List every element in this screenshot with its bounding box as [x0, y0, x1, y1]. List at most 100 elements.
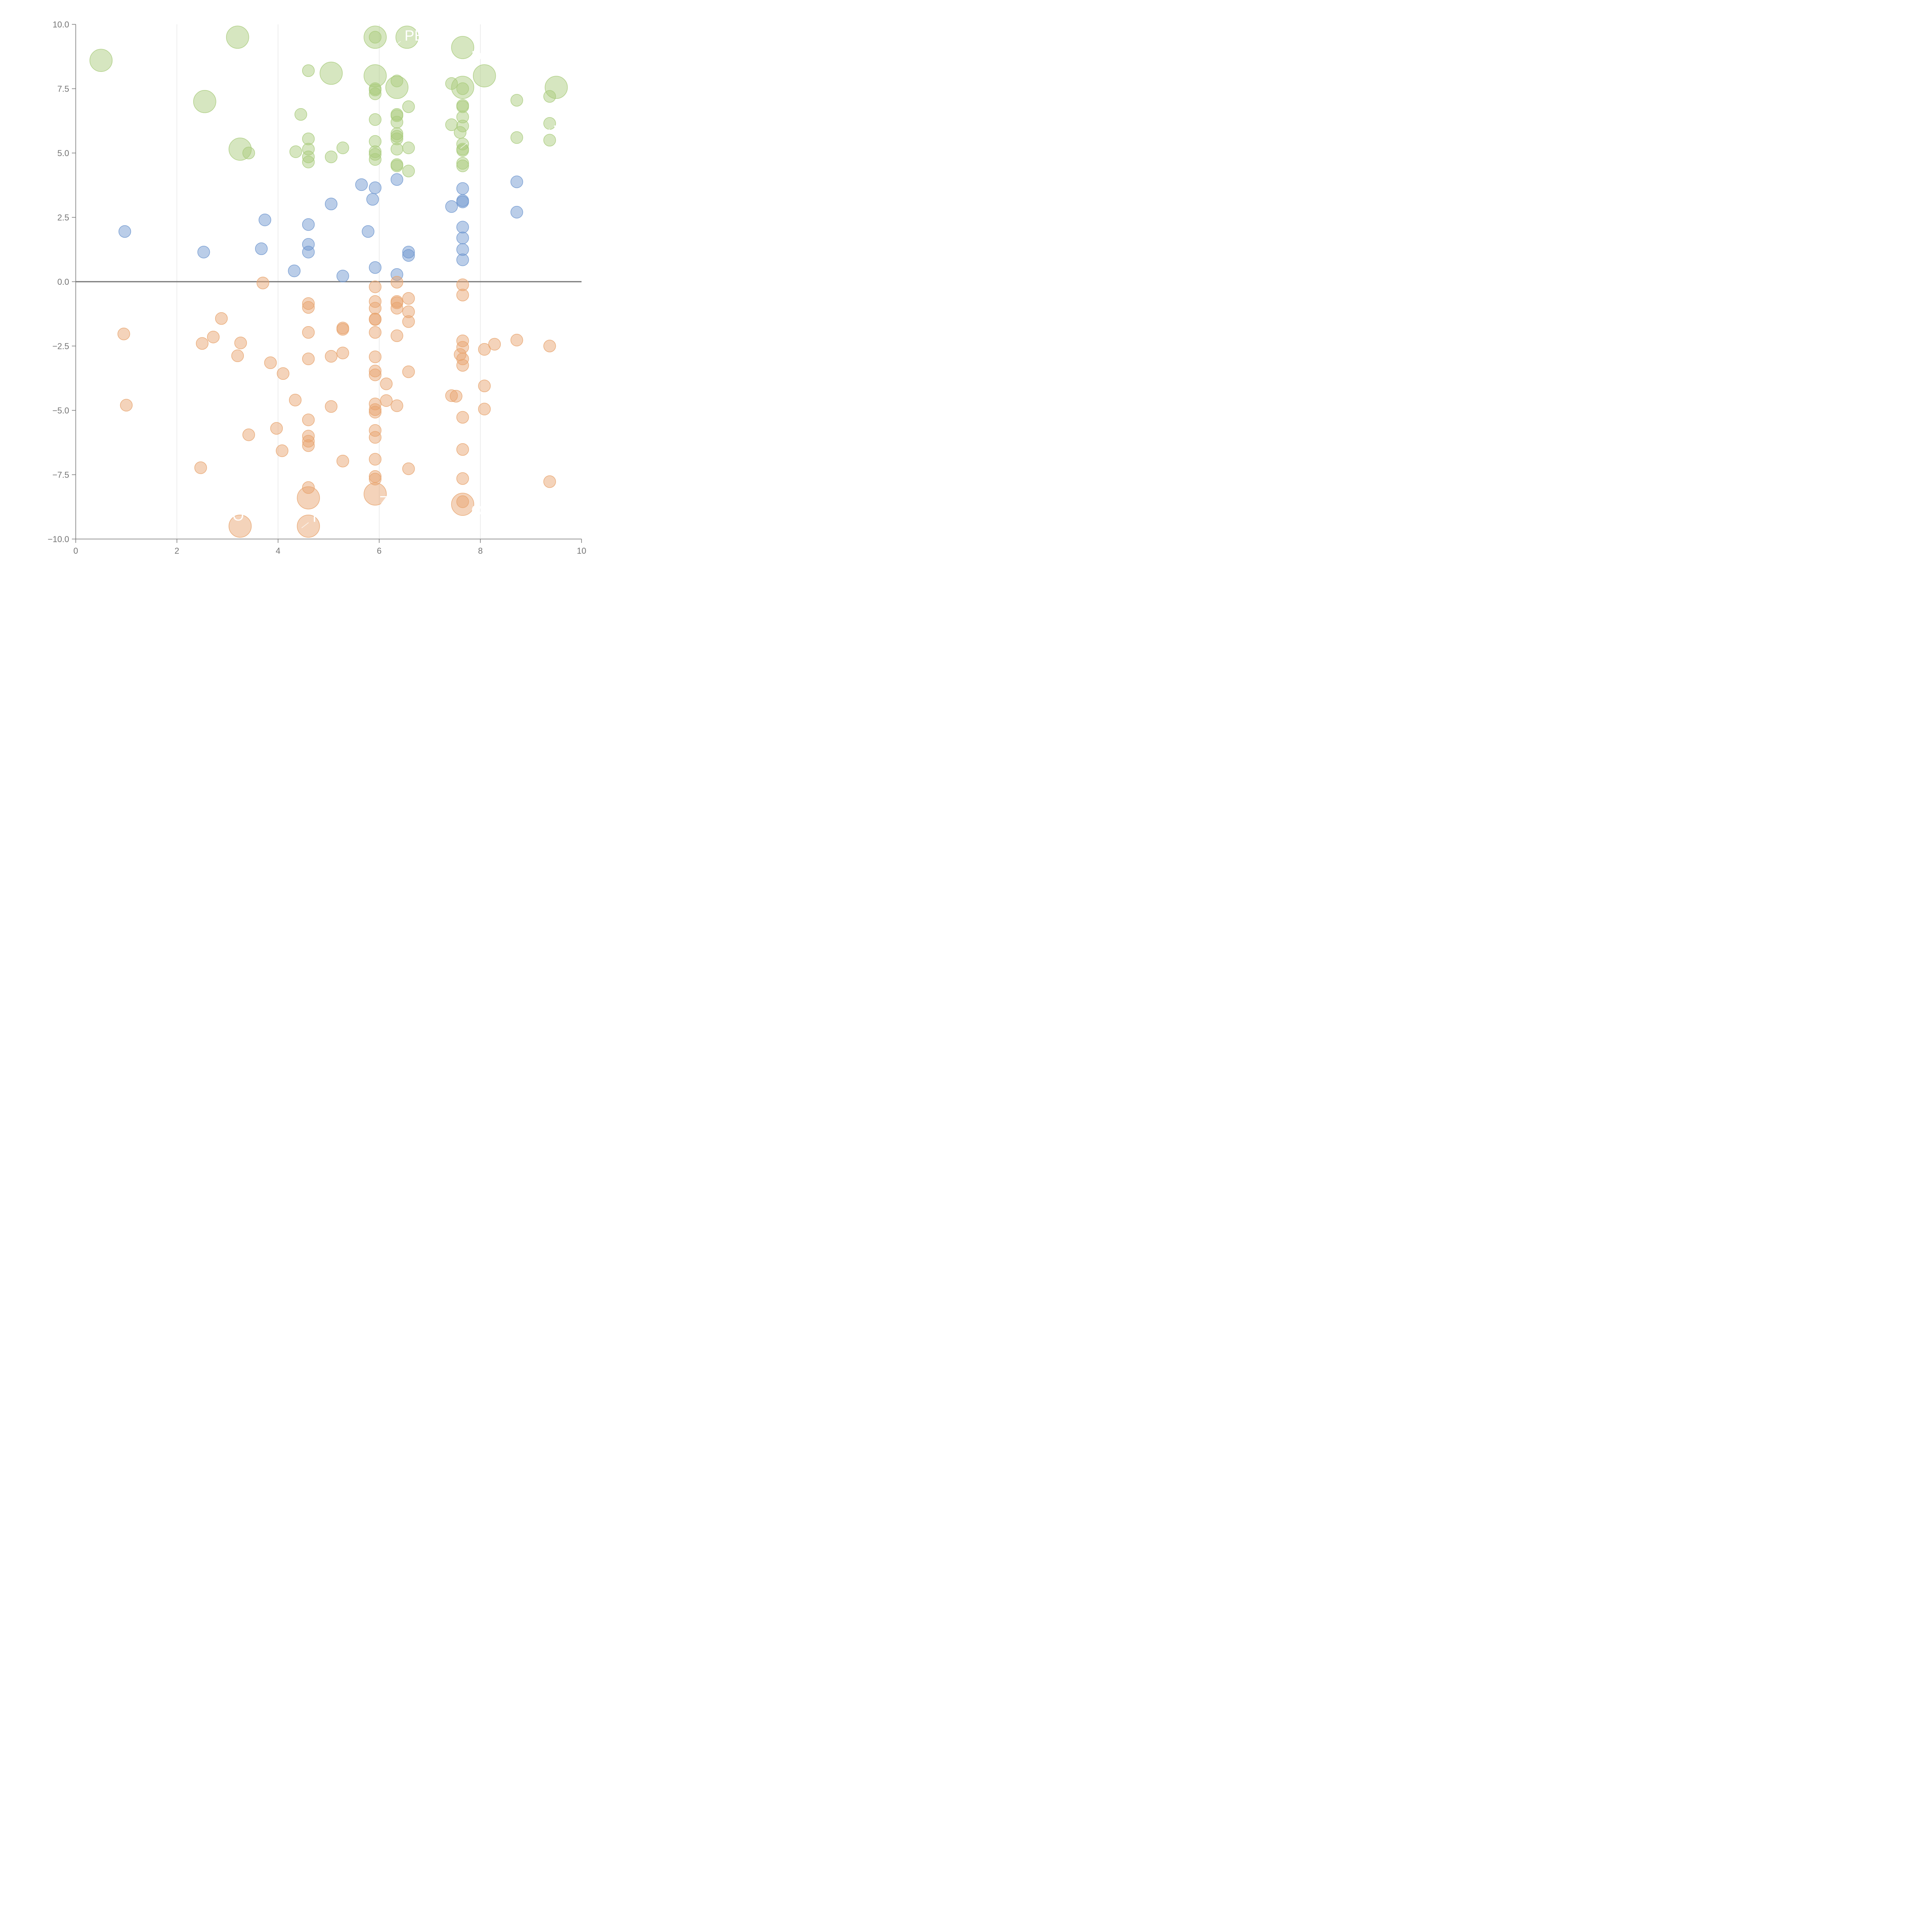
bubble-chart: 10.0 7.5 5.0 2.5 0.0 −2.5 −5.0 −7.5 −10.0 0 2 4 6 8 10… — [0, 0, 606, 606]
bubble-point — [456, 341, 469, 354]
bubble-point — [456, 253, 469, 266]
bubble-point — [369, 135, 382, 148]
bubble-point — [302, 238, 315, 251]
bubble-point — [543, 340, 556, 352]
bubble-point — [450, 390, 463, 403]
y-tick-label: 10.0 — [53, 20, 69, 29]
bubble-point — [362, 225, 374, 238]
bubble-point — [369, 145, 382, 158]
bubble-point — [302, 301, 315, 314]
bubble-point — [451, 36, 474, 59]
bubble-point — [369, 424, 382, 437]
bubble-point — [302, 326, 315, 339]
bubble-point — [390, 75, 403, 87]
bubble-point — [543, 117, 556, 130]
bubble-point — [289, 145, 302, 158]
bubble-point — [454, 348, 467, 361]
axis-layer: 10.0 7.5 5.0 2.5 0.0 −2.5 −5.0 −7.5 −10.0 0 2 4 6 8 10 — [48, 20, 586, 556]
bubble-point — [194, 461, 207, 474]
annotation-leader — [368, 507, 376, 513]
bubble-point — [456, 196, 469, 208]
bubble-point — [297, 486, 320, 510]
bubble-point — [390, 133, 403, 145]
bubble-point — [196, 337, 209, 350]
bubble-point — [402, 365, 415, 378]
bubble-point — [228, 138, 252, 161]
bubble-point — [302, 297, 315, 310]
bubble-point — [456, 495, 469, 508]
bubble-point — [456, 119, 469, 133]
bubble-point — [445, 118, 458, 131]
bubble-point — [385, 76, 408, 99]
bubble-point — [231, 349, 244, 362]
y-tick-label: −10.0 — [48, 534, 69, 544]
bubble-point — [369, 181, 382, 194]
bubble-point — [302, 133, 315, 145]
bubble-point — [226, 26, 249, 49]
bubble-point — [456, 157, 469, 170]
bubble-point — [302, 430, 315, 442]
annotation-label: D — [471, 48, 482, 65]
x-tick-label: 4 — [276, 546, 280, 556]
bubble-point — [336, 323, 349, 336]
x-tick-label: 0 — [73, 546, 78, 556]
bubble-point — [456, 111, 469, 124]
bubble-point — [445, 77, 458, 90]
bubble-point — [488, 338, 501, 351]
bubble-point — [543, 475, 556, 488]
bubble-point — [380, 378, 393, 390]
bubble-point — [402, 165, 415, 177]
bubble-point — [445, 389, 458, 402]
bubble-point — [369, 406, 382, 418]
bubble-point — [402, 100, 415, 113]
bubble-point — [456, 100, 469, 113]
bubble-point — [369, 281, 382, 293]
bubble-point — [478, 343, 491, 356]
bubble-point — [390, 130, 403, 143]
bubble-point — [336, 270, 349, 282]
bubble-point — [302, 413, 315, 426]
bubble-point — [242, 429, 255, 441]
bubble-point — [478, 379, 491, 392]
bubble-point — [390, 127, 403, 140]
bubble-layer — [89, 26, 568, 538]
bubble-point — [402, 141, 415, 154]
bubble-point — [325, 400, 338, 413]
bubble-point — [302, 150, 315, 163]
bubble-point — [364, 482, 387, 506]
bubble-point — [445, 200, 458, 213]
annotation-leader — [460, 143, 468, 149]
bubble-point — [390, 160, 403, 172]
bubble-point — [302, 218, 315, 231]
bubble-point — [302, 439, 315, 452]
bubble-point — [234, 337, 247, 349]
bubble-point — [302, 352, 315, 366]
bubble-point — [456, 182, 469, 195]
bubble-point — [456, 411, 469, 424]
bubble-point — [390, 302, 403, 315]
bubble-point — [456, 472, 469, 485]
bubble-point — [544, 76, 568, 99]
bubble-point — [390, 116, 403, 129]
bubble-point — [456, 138, 469, 150]
bubble-point — [380, 394, 393, 407]
bubble-point — [364, 64, 387, 87]
bubble-point — [456, 334, 469, 347]
y-tick-label: −2.5 — [53, 342, 69, 351]
bubble-point — [402, 292, 415, 305]
bubble-point — [402, 246, 415, 259]
bubble-point — [369, 113, 382, 126]
bubble-point — [451, 493, 474, 516]
bubble-point — [369, 326, 382, 339]
bubble-point — [510, 333, 523, 347]
bubble-point — [366, 193, 379, 206]
bubble-point — [325, 197, 338, 211]
bubble-point — [294, 108, 307, 121]
bubble-point — [325, 150, 338, 163]
annotation-leader — [221, 521, 229, 527]
bubble-point — [510, 175, 523, 188]
bubble-point — [302, 156, 315, 168]
bubble-point — [197, 246, 210, 259]
bubble-point — [369, 295, 382, 308]
bubble-point — [369, 31, 382, 44]
